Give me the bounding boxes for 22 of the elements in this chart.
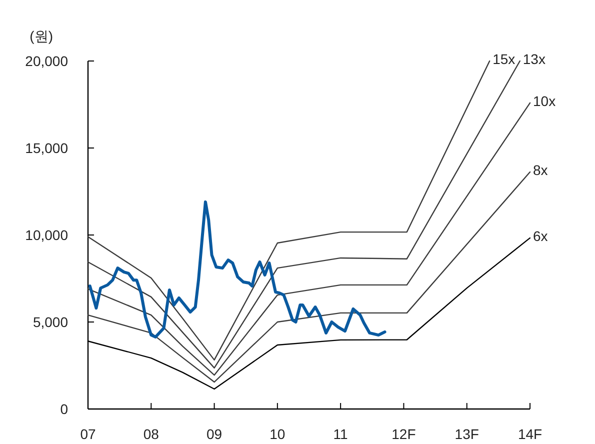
series-label: 8x xyxy=(533,162,548,178)
series-label: 13x xyxy=(522,51,546,67)
line-series xyxy=(87,171,531,383)
x-tick-label: 14F xyxy=(518,426,542,442)
y-axis-title: (원) xyxy=(30,28,53,44)
x-tick-label: 13F xyxy=(454,426,479,442)
series-label: 6x xyxy=(533,228,548,244)
series-label: 10x xyxy=(533,92,556,109)
x-tick-label: 12F xyxy=(392,426,416,442)
x-tick-label: 10 xyxy=(270,426,286,442)
series-label: 15x xyxy=(492,51,516,67)
x-tick-label: 07 xyxy=(80,426,96,442)
x-tick-label: 08 xyxy=(143,426,160,442)
x-tick-label: 09 xyxy=(206,426,222,442)
y-tick-label: 10,000 xyxy=(25,227,68,243)
line-series xyxy=(87,102,531,376)
y-tick-label: 0 xyxy=(60,401,68,417)
y-tick-label: 15,000 xyxy=(25,140,68,156)
line-series xyxy=(88,200,386,338)
x-tick-label: 11 xyxy=(333,426,348,442)
y-tick-label: 5,000 xyxy=(32,314,68,330)
y-tick-label: 20,000 xyxy=(25,53,68,69)
